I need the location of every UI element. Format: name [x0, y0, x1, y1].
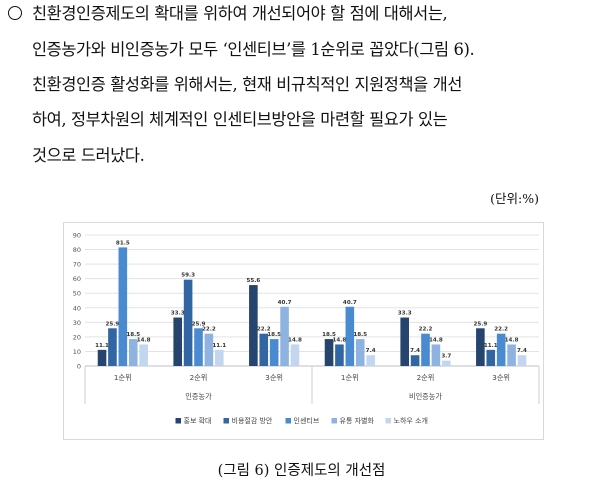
y-tick-label: 80: [73, 246, 81, 254]
paragraph-line-2: 인증농가와 비인증농가 모두 ‘인센티브’를 1순위로 꼽았다(그림 6).: [32, 40, 475, 59]
y-tick-label: 40: [73, 304, 81, 312]
bar: [173, 317, 182, 366]
bar: [496, 333, 506, 366]
bar: [431, 344, 441, 366]
data-label: 25.9: [106, 321, 120, 327]
data-label: 55.6: [246, 278, 260, 284]
y-tick-label: 10: [73, 348, 81, 356]
bar: [290, 344, 300, 366]
data-label: 22.2: [257, 327, 271, 333]
y-tick-label: 30: [73, 319, 81, 327]
category-label: 2순위: [417, 373, 435, 382]
y-tick-label: 70: [73, 261, 81, 269]
data-label: 3.7: [441, 354, 451, 360]
data-label: 40.7: [343, 300, 357, 306]
category-label: 2순위: [190, 373, 208, 382]
legend-label: 홍보 확대: [184, 416, 212, 425]
bar-chart: 010203040506070809011.125.981.518.514.81…: [73, 232, 540, 425]
legend-label: 유통 자별화: [340, 416, 375, 425]
bar: [280, 306, 289, 366]
figure-caption: (그림 6) 인증제도의 개선점: [217, 463, 386, 479]
bar: [345, 306, 355, 366]
bar: [259, 333, 269, 366]
legend-label: 노하우 소개: [394, 416, 428, 425]
bar: [183, 279, 193, 366]
group-label: 비인증농가: [409, 392, 442, 401]
bar: [194, 328, 203, 366]
bar: [324, 339, 334, 366]
paragraph-line-1: 친환경인증제도의 확대를 위하여 개선되어야 할 점에 대해서는,: [32, 4, 448, 23]
legend-swatch: [331, 418, 337, 424]
data-label: 22.2: [419, 327, 433, 333]
y-tick-label: 20: [73, 333, 81, 341]
y-tick-label: 50: [73, 290, 81, 298]
bar: [421, 333, 430, 366]
data-label: 59.3: [181, 273, 195, 279]
data-label: 7.4: [517, 348, 527, 354]
bar: [108, 328, 117, 366]
legend-label: 비용절감 방안: [232, 416, 273, 425]
data-label: 18.5: [322, 332, 336, 338]
bar: [139, 344, 148, 366]
bar: [269, 339, 279, 366]
data-label: 25.9: [192, 321, 206, 327]
bar: [97, 349, 107, 366]
bar: [215, 349, 224, 366]
data-label: 22.2: [494, 327, 508, 333]
bar: [442, 360, 451, 366]
data-label: 7.4: [410, 348, 420, 354]
unit-label: (단위:%): [490, 191, 539, 206]
data-label: 11.1: [212, 343, 226, 349]
paragraph-line-4: 하여, 정부차원의 체계적인 인센티브방안을 마련할 필요가 있는: [32, 110, 448, 129]
paragraph-line-5: 것으로 드러났다.: [32, 146, 145, 165]
data-label: 33.3: [171, 311, 185, 317]
legend-swatch: [285, 418, 291, 424]
data-label: 18.5: [353, 332, 367, 338]
bar: [249, 285, 258, 366]
data-label: 14.8: [137, 337, 151, 343]
bar: [355, 339, 365, 366]
bar: [118, 247, 128, 366]
bar: [410, 355, 420, 366]
y-tick-label: 0: [77, 363, 81, 371]
legend-swatch: [223, 418, 229, 424]
data-label: 18.5: [126, 332, 140, 338]
paragraph-line-3: 친환경인증 활성화를 위해서는, 현재 비규칙적인 지원정책을 개선: [32, 75, 463, 94]
data-label: 25.9: [473, 321, 487, 327]
bar: [476, 328, 485, 366]
data-label: 7.4: [366, 348, 376, 354]
category-label: 3순위: [265, 373, 283, 382]
legend-swatch: [385, 418, 391, 424]
data-label: 14.8: [288, 337, 302, 343]
data-label: 81.5: [116, 240, 130, 246]
data-label: 22.2: [202, 327, 216, 333]
y-tick-label: 90: [73, 232, 81, 240]
legend-swatch: [175, 418, 181, 424]
data-label: 14.8: [333, 337, 347, 343]
data-label: 40.7: [278, 300, 292, 306]
bar: [400, 317, 409, 366]
bar: [204, 333, 214, 366]
data-label: 11.1: [95, 343, 109, 349]
y-tick-label: 60: [73, 275, 81, 283]
bar: [507, 344, 516, 366]
legend-label: 인센티브: [294, 416, 320, 425]
category-label: 1순위: [341, 373, 359, 382]
bar: [335, 344, 344, 366]
category-label: 1순위: [114, 373, 132, 382]
bar: [517, 355, 527, 366]
data-label: 18.5: [267, 332, 281, 338]
data-label: 14.8: [429, 337, 443, 343]
data-label: 11.1: [484, 343, 498, 349]
category-label: 3순위: [492, 373, 510, 382]
data-label: 33.3: [398, 311, 412, 317]
group-label: 인증농가: [185, 392, 212, 401]
bar: [128, 339, 138, 366]
circle-bullet-icon: [8, 6, 22, 20]
bar: [366, 355, 375, 366]
bar: [486, 349, 496, 366]
data-label: 14.8: [505, 337, 519, 343]
chart-frame: 0 10 20 30 40 50 60 70 80 90 11.1 25.9 81.5 18.5 14.8 1…: [63, 222, 544, 440]
